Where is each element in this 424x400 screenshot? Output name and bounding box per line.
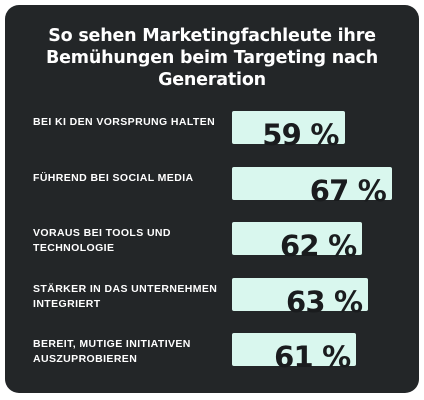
category-label: BEI KI DEN VORSPRUNG HALTEN [33,116,216,128]
bar-value-label: 61 % [274,340,351,374]
bar-value-label: 62 % [280,229,357,263]
bar: 59 % [232,111,345,152]
bar: 67 % [232,166,392,208]
bar-value-label: 67 % [309,173,387,208]
category-label: STÄRKER IN DAS UNTERNEHMEN INTEGRIERT [33,282,218,310]
bar: 63 % [232,277,369,319]
bar-value-label: 59 % [262,118,339,152]
bar: 62 % [232,222,363,263]
category-label: FÜHREND BEI SOCIAL MEDIA [33,171,194,184]
category-label: BEREIT, MUTIGE INITIATIVEN AUSZUPROBIERE… [33,338,191,365]
bar: 61 % [232,333,357,374]
bar-value-label: 63 % [285,284,363,319]
chart-card: So sehen Marketingfachleute ihre Bemühun… [5,5,419,393]
category-label: VORAUS BEI TOOLS UND TECHNOLOGIE [33,227,171,254]
chart-title: So sehen Marketingfachleute ihre Bemühun… [45,26,378,90]
